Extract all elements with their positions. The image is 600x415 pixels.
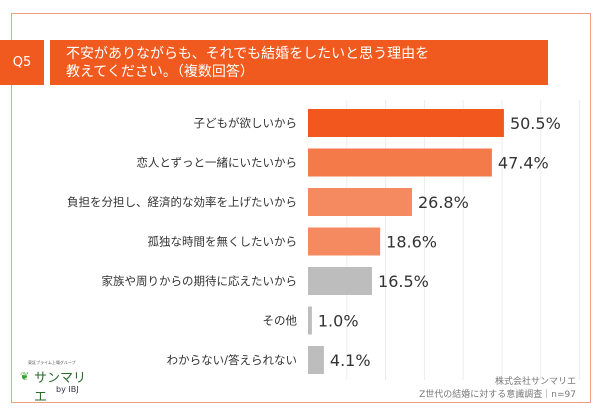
value-label: 50.5% xyxy=(510,114,561,133)
value-label: 47.4% xyxy=(498,154,549,173)
leaf-icon: ❦ xyxy=(20,370,30,383)
category-label: 家族や周りからの期待に応えたいから xyxy=(102,274,298,288)
bar xyxy=(308,188,412,216)
value-label: 4.1% xyxy=(330,351,371,370)
value-label: 18.6% xyxy=(386,233,437,252)
category-label: 恋人とずっと一緒にいたいから xyxy=(136,156,297,170)
bar xyxy=(308,267,373,295)
value-label: 1.0% xyxy=(318,312,359,331)
bar xyxy=(308,109,504,137)
bar xyxy=(308,346,324,374)
category-label: 子どもが欲しいから xyxy=(194,116,298,130)
footer-survey: Z世代の結婚に対する意識調査｜n=97 xyxy=(419,390,576,400)
footer-company: 株式会社サンマリエ xyxy=(494,377,576,387)
title-line-1: 不安がありながらも、それでも結婚をしたいと思う理由を xyxy=(66,46,430,62)
bar xyxy=(308,227,381,256)
bar xyxy=(308,148,492,177)
title-line-2: 教えてください。（複数回答） xyxy=(66,64,254,80)
logo: 東証プライム上場グループ ❦ サンマリエ by IBJ xyxy=(20,360,87,405)
chart-frame xyxy=(11,13,591,403)
value-label: 26.8% xyxy=(418,193,469,212)
value-label: 16.5% xyxy=(378,272,429,291)
bar xyxy=(308,306,312,335)
question-number: Q5 xyxy=(0,40,44,85)
category-label: 孤独な時間を無くしたいから xyxy=(148,235,298,249)
category-label: その他 xyxy=(263,314,298,328)
category-label: 負担を分担し、経済的な効率を上げたいから xyxy=(67,195,297,209)
category-label: わからない/答えられない xyxy=(167,353,297,367)
question-title: 不安がありながらも、それでも結婚をしたいと思う理由を 教えてください。（複数回答… xyxy=(50,40,548,85)
